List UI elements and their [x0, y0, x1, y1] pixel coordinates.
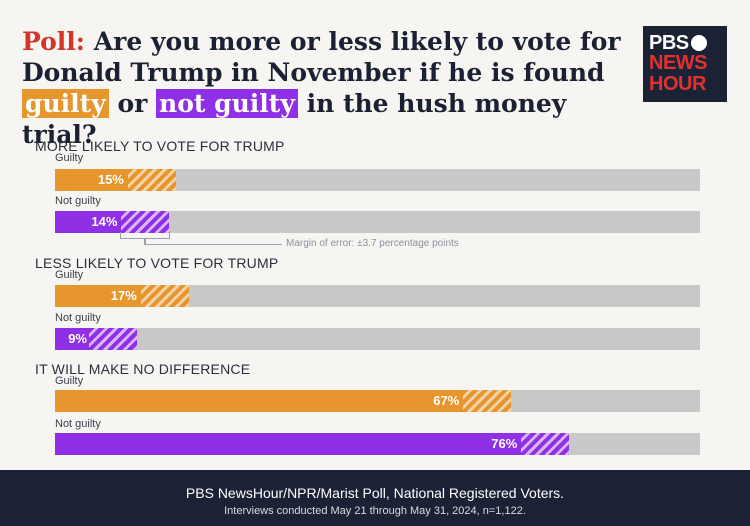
bar-track: 15% — [55, 169, 700, 191]
poll-label: Poll: — [22, 27, 86, 56]
margin-of-error-band — [127, 169, 176, 191]
margin-of-error-band — [140, 285, 189, 307]
category-label: Guilty — [55, 269, 84, 281]
bar-track: 14% — [55, 211, 700, 233]
section-title: IT WILL MAKE NO DIFFERENCE — [35, 361, 251, 377]
bar-value-label: 9% — [68, 331, 87, 346]
pbs-newshour-logo: PBS NEWS HOUR — [643, 26, 727, 102]
moe-bracket-connector — [144, 244, 282, 245]
title-guilty-highlight: guilty — [22, 89, 109, 118]
bar-track: 17% — [55, 285, 700, 307]
bar-value-label: 76% — [491, 436, 518, 451]
bar-not-guilty — [55, 433, 546, 455]
logo-line-news: NEWS — [649, 52, 708, 74]
chart-title: Poll: Are you more or less likely to vot… — [22, 26, 622, 150]
section-title: LESS LIKELY TO VOTE FOR TRUMP — [35, 255, 279, 271]
footer: PBS NewsHour/NPR/Marist Poll, National R… — [0, 470, 750, 526]
bar-value-label: 67% — [433, 393, 460, 408]
bar-track: 67% — [55, 390, 700, 412]
bar-track: 76% — [55, 433, 700, 455]
bar-guilty — [55, 169, 152, 191]
section-title: MORE LIKELY TO VOTE FOR TRUMP — [35, 138, 285, 154]
title-text-part1: Are you more or less likely to vote for … — [22, 27, 621, 87]
category-label: Guilty — [55, 375, 84, 387]
bar-guilty — [55, 390, 488, 412]
category-label: Not guilty — [55, 418, 101, 430]
category-label: Not guilty — [55, 195, 101, 207]
margin-of-error-band — [463, 390, 511, 412]
margin-of-error-band — [121, 211, 170, 233]
title-or: or — [117, 89, 148, 118]
logo-line-pbs: PBS — [649, 33, 721, 53]
margin-of-error-band — [89, 328, 137, 350]
category-label: Not guilty — [55, 312, 101, 324]
category-label: Guilty — [55, 152, 84, 164]
moe-bracket-stem — [144, 238, 146, 244]
bar-value-label: 17% — [110, 288, 137, 303]
logo-line-hour: HOUR — [649, 73, 706, 95]
bar-track: 9% — [55, 328, 700, 350]
bar-guilty — [55, 285, 165, 307]
title-not-guilty-highlight: not guilty — [156, 89, 298, 118]
margin-of-error-note: Margin of error: ±3.7 percentage points — [286, 238, 459, 249]
bar-value-label: 15% — [97, 172, 124, 187]
bar-value-label: 14% — [91, 214, 118, 229]
title-text-part2: in the hush money trial? — [22, 89, 567, 149]
margin-of-error-band — [521, 433, 570, 455]
footer-details: Interviews conducted May 21 through May … — [224, 505, 526, 517]
pbs-head-icon — [690, 35, 707, 51]
footer-source: PBS NewsHour/NPR/Marist Poll, National R… — [185, 485, 565, 501]
